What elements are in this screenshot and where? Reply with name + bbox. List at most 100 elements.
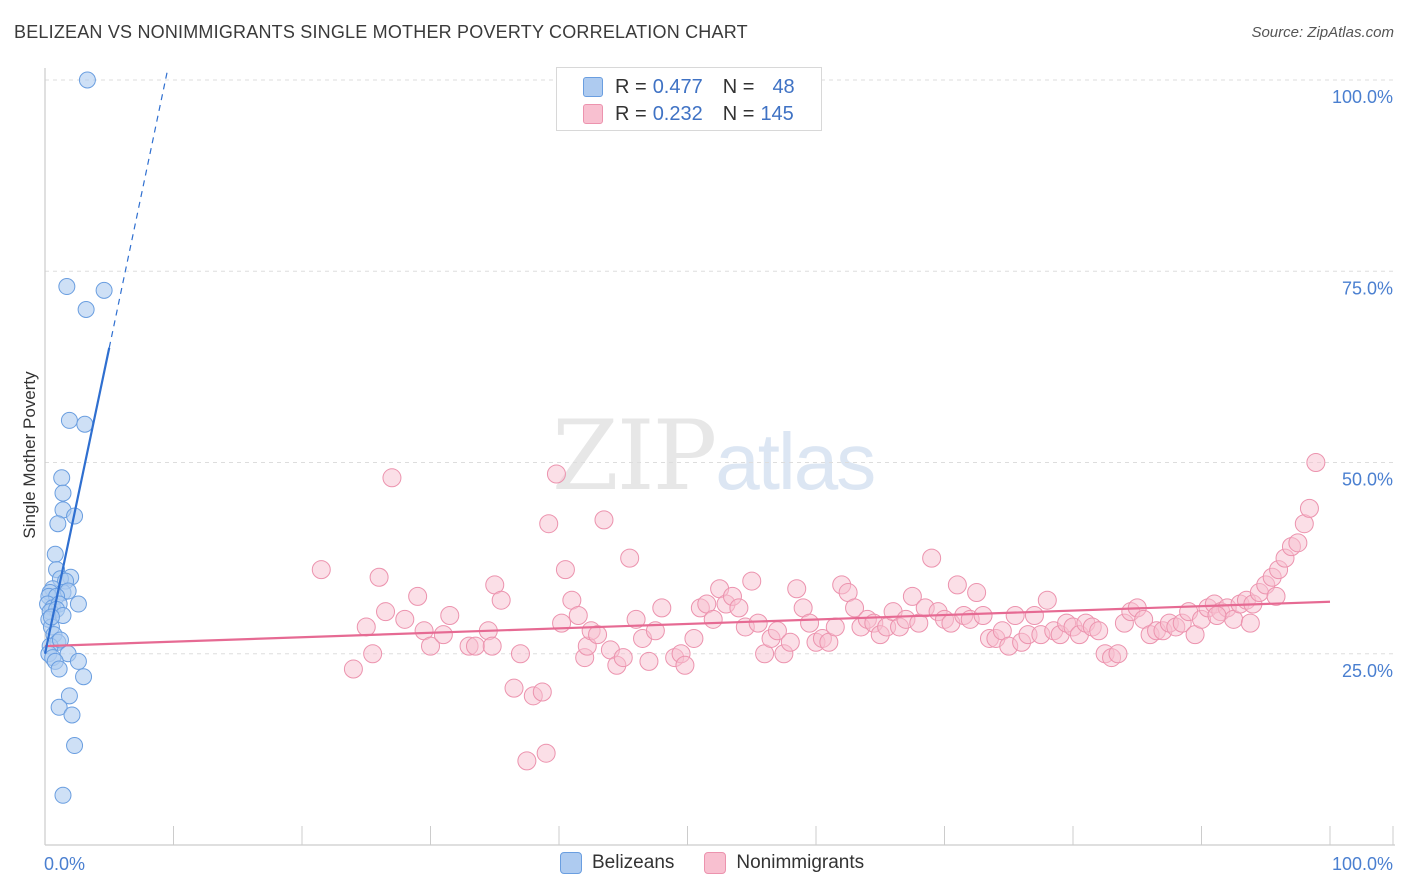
series-legend: Belizeans Nonimmigrants (560, 852, 894, 874)
nonimmigrant-point (504, 678, 524, 698)
nonimmigrant-point (1108, 644, 1128, 664)
nonimmigrant-point (408, 586, 428, 606)
nonimmigrant-point (1024, 606, 1044, 625)
nonimmigrant-point (748, 613, 768, 633)
nonimmigrant-point (652, 598, 672, 618)
x-tick-label: 0.0% (44, 854, 85, 874)
r-value: 0.477 (652, 75, 703, 98)
nonimmigrant-point (1306, 453, 1326, 472)
nonimmigrant-point (1288, 533, 1308, 553)
nonimmigrant-point (555, 560, 575, 580)
nonimmigrant-point (369, 567, 389, 587)
belizean-point (54, 786, 72, 804)
nonimmigrant-point (1240, 613, 1260, 633)
legend-item-belizeans: Belizeans (560, 852, 674, 874)
belizeans-trend-extension (108, 72, 168, 348)
r-value: 0.232 (652, 102, 703, 125)
belizeans-trend-line (43, 347, 111, 654)
belizean-point (53, 469, 71, 487)
nonimmigrant-point (433, 625, 453, 645)
nonimmigrant-point (1005, 606, 1025, 625)
belizean-point (51, 631, 69, 649)
watermark: ZIPatlas (552, 400, 876, 512)
belizean-point (50, 698, 68, 716)
belizean-point (50, 660, 68, 678)
nonimmigrant-point (343, 659, 363, 679)
belizean-point (76, 415, 94, 433)
correlation-legend: R = 0.477 N = 48 R = 0.232 N = 145 (556, 67, 822, 131)
nonimmigrant-point (703, 609, 723, 629)
belizean-point (69, 595, 87, 613)
nonimmigrants-swatch (583, 104, 603, 124)
belizean-point (58, 278, 76, 296)
nonimmigrant-point (902, 586, 922, 606)
x-tick-label: 100.0% (1332, 854, 1393, 874)
n-label: N = (722, 75, 755, 98)
nonimmigrant-point (491, 590, 511, 610)
nonimmigrant-point (729, 598, 749, 618)
nonimmigrant-point (421, 636, 440, 656)
nonimmigrant-point (568, 606, 588, 625)
nonimmigrant-point (922, 548, 942, 568)
belizean-point (75, 668, 93, 686)
nonimmigrant-point (376, 602, 396, 622)
n-value: 48 (772, 75, 795, 98)
nonimmigrant-point (825, 617, 845, 637)
nonimmigrant-point (440, 606, 460, 625)
nonimmigrant-point (539, 514, 559, 534)
nonimmigrant-point (973, 606, 993, 625)
chart-title: BELIZEAN VS NONIMMIGRANTS SINGLE MOTHER … (14, 22, 748, 42)
nonimmigrant-point (382, 468, 402, 488)
source-label: Source: ZipAtlas.com (1251, 24, 1394, 41)
nonimmigrant-point (787, 579, 807, 599)
belizean-point (78, 71, 96, 89)
nonimmigrant-point (967, 583, 987, 603)
nonimmigrant-point (465, 636, 485, 656)
belizean-point (60, 687, 78, 705)
belizean-point (69, 652, 87, 670)
nonimmigrant-point (947, 575, 967, 595)
belizeans-swatch (583, 77, 603, 97)
watermark-zip: ZIP (552, 400, 717, 512)
watermark-atlas: atlas (715, 417, 876, 506)
belizean-point (66, 737, 84, 755)
nonimmigrant-point (1266, 586, 1286, 606)
y-tick-label: 25.0% (1342, 661, 1393, 681)
belizean-point (77, 301, 95, 318)
legend-label-nonimmigrants: Nonimmigrants (736, 852, 865, 873)
belizean-point (46, 545, 64, 563)
nonimmigrant-point (536, 743, 556, 763)
nonimmigrant-point (800, 613, 820, 633)
nonimmigrant-point (532, 682, 552, 702)
nonimmigrants-trend-line (44, 600, 1331, 648)
nonimmigrant-point (588, 625, 608, 645)
belizean-point (95, 281, 113, 299)
nonimmigrant-point (356, 617, 376, 637)
nonimmigrant-point (1037, 590, 1057, 610)
nonimmigrant-point (1207, 606, 1227, 625)
nonimmigrant-point (645, 621, 665, 641)
legend-item-nonimmigrants: Nonimmigrants (704, 852, 864, 874)
nonimmigrant-point (675, 655, 695, 675)
n-value: 145 (760, 102, 794, 125)
belizean-point (49, 515, 67, 533)
nonimmigrant-point (742, 571, 762, 591)
nonimmigrant-point (311, 560, 331, 580)
r-label: R = (615, 102, 647, 125)
y-tick-label: 100.0% (1332, 87, 1393, 107)
r-label: R = (615, 75, 647, 98)
nonimmigrant-point (482, 636, 502, 656)
nonimmigrant-point (546, 464, 566, 484)
nonimmigrant-point (1089, 621, 1109, 641)
y-tick-label: 50.0% (1342, 470, 1393, 490)
nonimmigrant-point (510, 644, 530, 664)
belizean-point (54, 484, 72, 502)
nonimmigrant-point (517, 751, 537, 771)
nonimmigrant-point (1299, 498, 1319, 518)
belizean-point (63, 706, 81, 724)
nonimmigrant-point (613, 648, 633, 668)
n-label: N = (722, 102, 755, 125)
y-tick-label: 75.0% (1342, 278, 1393, 298)
nonimmigrant-point (684, 628, 704, 648)
